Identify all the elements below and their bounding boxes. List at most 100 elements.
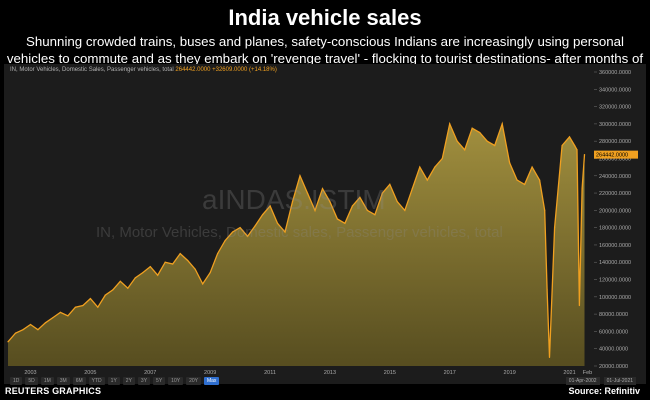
data-point (194, 268, 196, 270)
data-point (59, 311, 62, 313)
x-tick-label: 2009 (204, 370, 216, 376)
data-point (554, 227, 556, 229)
data-point (509, 162, 511, 164)
data-point (366, 209, 368, 211)
data-point (381, 192, 383, 194)
data-point (306, 192, 309, 194)
footer-source: Source: Refinitiv (568, 386, 640, 396)
range-button-5d[interactable]: 5D (25, 377, 38, 385)
data-point (239, 227, 241, 229)
y-tick-label: 100000.0000 (599, 295, 631, 301)
y-tick-label: 240000.0000 (599, 174, 631, 180)
y-tick-label: 220000.0000 (599, 191, 631, 197)
data-point (351, 205, 353, 207)
data-point (262, 214, 264, 216)
y-tick-label: 300000.0000 (599, 122, 631, 128)
date-to-field[interactable]: 01-Jul-2021 (603, 377, 636, 385)
data-point (419, 166, 421, 168)
range-button-5y[interactable]: 5Y (153, 377, 166, 385)
last-value-label: 264442.0000 (596, 153, 628, 159)
data-point (7, 341, 9, 343)
data-point (561, 144, 563, 147)
series-area (8, 123, 585, 367)
data-point (336, 218, 338, 220)
date-from-field[interactable]: 01-Apr-2002 (565, 377, 600, 385)
range-button-1y[interactable]: 1Y (107, 377, 120, 385)
data-point (359, 196, 361, 198)
data-point (97, 306, 99, 308)
data-point (67, 315, 69, 317)
data-point (479, 131, 481, 134)
range-button-20y[interactable]: 20Y (186, 377, 201, 385)
range-button-3m[interactable]: 3M (56, 377, 70, 385)
data-point (14, 332, 17, 334)
header: India vehicle sales Shunning crowded tra… (0, 0, 650, 84)
y-tick-label: 340000.0000 (599, 87, 631, 93)
range-button-6m[interactable]: 6M (72, 377, 86, 385)
area-chart[interactable]: 20000.0000 40000.0000 60000.0000 80000.0000… (4, 64, 646, 384)
x-tick-label: 2013 (324, 370, 336, 376)
y-tick-label: 20000.0000 (599, 364, 628, 370)
data-point (583, 154, 586, 156)
page-title: India vehicle sales (228, 5, 422, 30)
data-point (284, 231, 286, 233)
y-tick-label: 140000.0000 (599, 260, 631, 266)
x-tick-label: 2003 (24, 370, 36, 376)
data-point (22, 329, 24, 331)
x-tick-label: 2019 (504, 370, 516, 376)
range-button-10y[interactable]: 10Y (168, 377, 184, 385)
y-tick-label: 260000.0000 (599, 156, 631, 162)
x-tick-label: 2011 (264, 370, 276, 376)
data-point (548, 356, 551, 358)
data-point (134, 277, 136, 279)
data-point (501, 123, 503, 125)
data-point (52, 317, 54, 319)
data-point (539, 179, 541, 181)
range-button-1d[interactable]: 1D (10, 377, 23, 385)
data-point (464, 149, 466, 151)
data-point (247, 235, 249, 237)
data-point (29, 323, 32, 326)
range-button-1m[interactable]: 1M (40, 377, 54, 385)
data-point (344, 222, 346, 224)
series-meta: IN, Motor Vehicles, Domestic Sales, Pass… (10, 67, 277, 73)
data-point (516, 179, 518, 181)
data-point (581, 188, 583, 190)
y-tick-label: 80000.0000 (599, 312, 628, 318)
y-tick-label: 200000.0000 (599, 208, 631, 214)
data-point (269, 205, 271, 207)
data-point (224, 240, 226, 242)
chart-panel[interactable]: 20000.0000 40000.0000 60000.0000 80000.0000… (4, 64, 646, 385)
data-point (172, 263, 174, 265)
data-point (396, 201, 398, 203)
range-button-max[interactable]: Max (203, 377, 220, 385)
range-button-2y[interactable]: 2Y (122, 377, 135, 385)
range-button-3y[interactable]: 3Y (137, 377, 151, 385)
data-point (276, 222, 279, 224)
last-value-badge (594, 150, 638, 159)
data-point (119, 280, 121, 282)
data-point (456, 140, 458, 142)
y-tick-label: 40000.0000 (599, 347, 628, 353)
data-point (546, 289, 548, 291)
data-point (568, 136, 571, 138)
data-point (74, 306, 76, 308)
y-tick-label: 360000.0000 (599, 70, 631, 76)
data-point (449, 123, 451, 125)
date-range: 01-Apr-2002 01-Jul-2021 (565, 377, 636, 385)
data-point (374, 214, 376, 216)
y-tick-label: 320000.0000 (599, 105, 631, 111)
range-button-ytd[interactable]: YTD (88, 377, 105, 385)
data-point (494, 144, 496, 147)
y-tick-label: 160000.0000 (599, 243, 631, 249)
y-tick-label: 120000.0000 (599, 278, 631, 284)
data-point (104, 294, 106, 296)
series-label: IN, Motor Vehicles, Domestic Sales, Pass… (10, 67, 174, 73)
data-point (574, 144, 576, 147)
x-tick-label: 2005 (84, 370, 96, 376)
data-point (157, 274, 159, 276)
data-point (299, 175, 301, 177)
data-point (544, 209, 546, 211)
data-point (232, 231, 234, 233)
data-point (44, 322, 47, 324)
